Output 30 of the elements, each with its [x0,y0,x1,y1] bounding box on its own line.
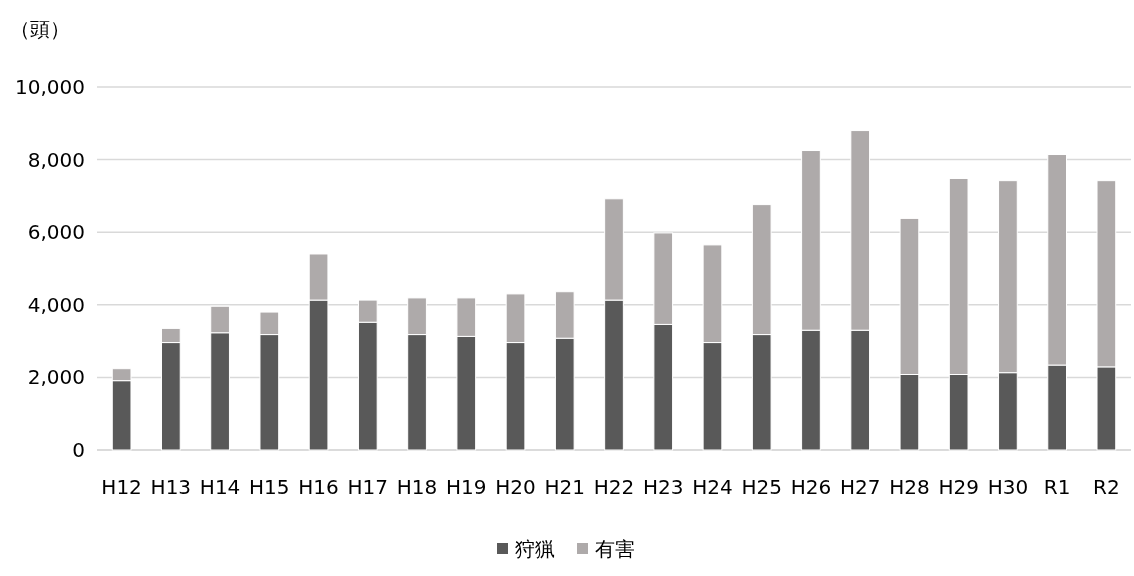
x-tick-label: H19 [446,475,487,499]
x-tick-label: H22 [593,475,635,499]
legend-label: 狩猟 [515,537,555,561]
x-tick-label: H18 [396,475,438,499]
x-tick-label: R1 [1043,475,1071,499]
y-tick-label: 4,000 [27,292,85,317]
x-tick-label: H30 [987,475,1029,499]
x-tick-label: H16 [298,475,339,499]
y-tick-label: 0 [72,438,85,462]
x-tick-label: R2 [1093,475,1120,499]
x-tick-label: H20 [495,475,536,499]
x-tick-label: H17 [347,475,389,499]
x-tick-label: H15 [249,475,290,499]
y-tick-label: 10,000 [15,75,85,99]
y-tick-label: 2,000 [27,365,85,390]
x-tick-label: H24 [692,475,733,499]
x-tick-label: H12 [101,475,142,499]
x-tick-label: H14 [199,475,241,499]
x-tick-label: H28 [889,475,930,499]
y-tick-label: 8,000 [27,147,85,172]
x-tick-label: H23 [642,475,684,499]
y-axis-title: （頭） [10,17,70,41]
x-tick-label: H21 [544,475,586,499]
x-tick-label: H26 [790,475,832,499]
x-tick-label: H13 [150,475,192,499]
x-tick-label: H25 [741,475,782,499]
y-tick-label: 6,000 [27,220,85,245]
legend-label: 有害 [595,537,635,561]
x-tick-label: H27 [839,475,881,499]
x-tick-label: H29 [938,475,979,499]
